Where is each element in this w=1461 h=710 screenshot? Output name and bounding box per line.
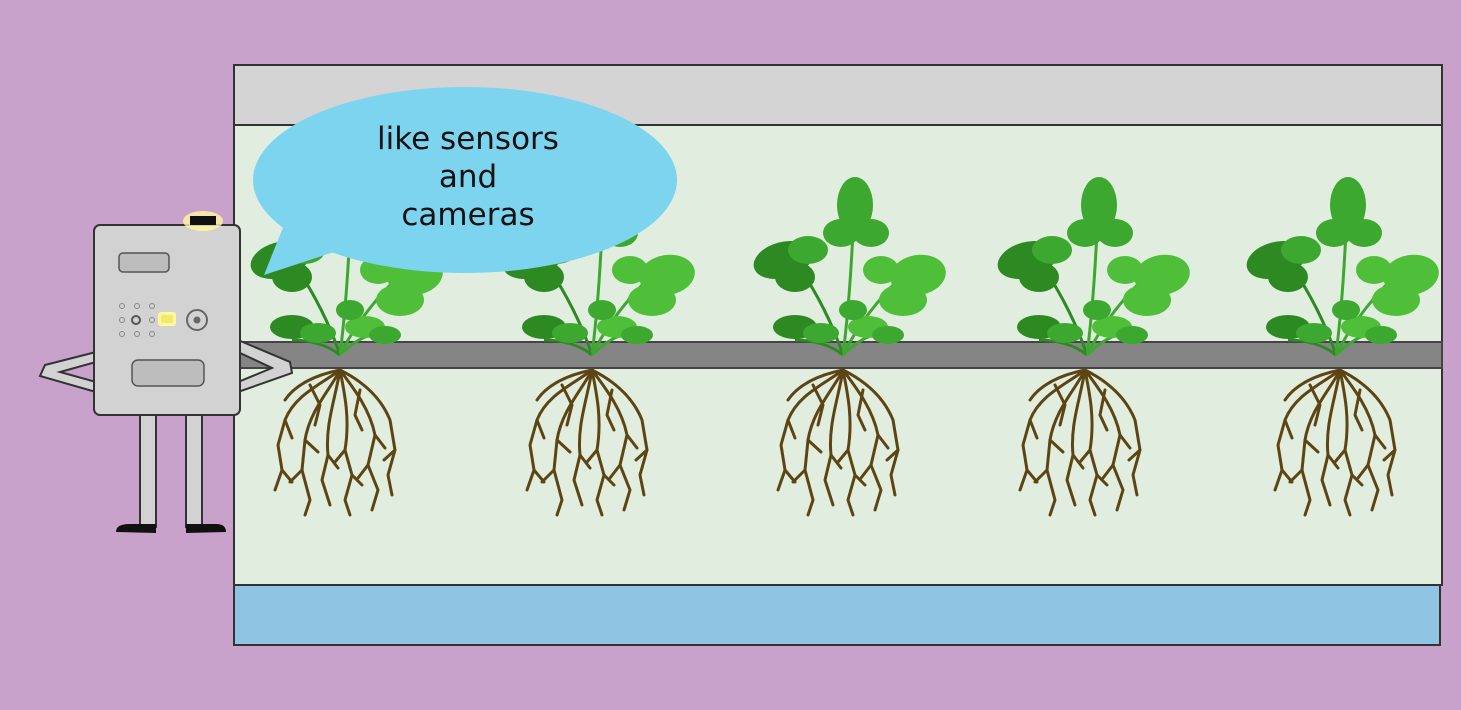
speech-line-1: like sensors [377, 121, 559, 157]
robot-left-arm [38, 350, 97, 394]
speech-bubble-text: like sensors and cameras [318, 120, 618, 234]
robot-right-leg [185, 411, 203, 528]
robot-left-foot [116, 524, 156, 533]
speech-line-2: and [438, 159, 498, 195]
robot-bottom-slot [131, 359, 205, 387]
speech-bubble [253, 87, 677, 275]
robot-left-leg [139, 411, 157, 528]
robot-center-dot [131, 315, 141, 325]
water-reservoir [233, 584, 1441, 646]
growing-channel [233, 341, 1443, 369]
robot-antenna [190, 216, 216, 225]
robot [38, 211, 294, 533]
speech-line-3: cameras [401, 197, 535, 233]
robot-right-foot [186, 524, 226, 533]
robot-top-slot [118, 252, 170, 273]
robot-dot-grid [119, 303, 155, 337]
